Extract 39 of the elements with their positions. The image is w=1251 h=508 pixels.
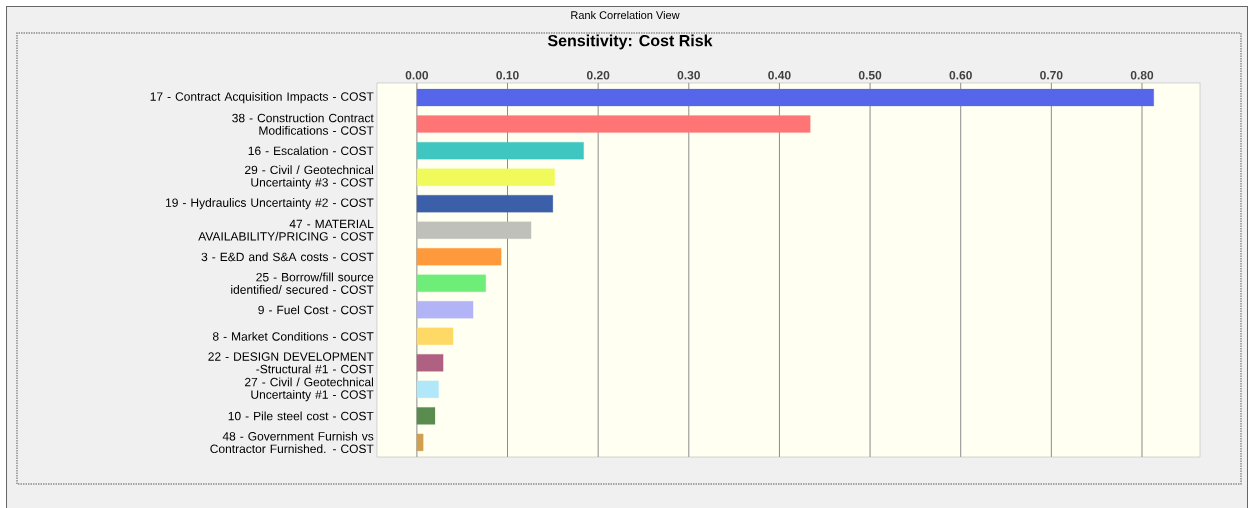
x-tick-label: 0.40: [768, 70, 791, 80]
x-tick-label: 0.60: [949, 70, 972, 80]
y-tick-label: 48 - Government Furnish vs Contractor Furnished. - COST: [210, 431, 374, 454]
bar: [416, 407, 436, 425]
x-tick-label: 0.10: [496, 70, 519, 80]
bar: [416, 168, 555, 186]
y-tick-label: 27 - Civil / Geotechnical Uncertainty #1 - COST: [245, 377, 374, 402]
bar: [416, 354, 444, 372]
bar: [416, 194, 554, 213]
y-tick-label: 29 - Civil / Geotechnical Uncertainty #3 - COST: [245, 165, 374, 189]
bar: [416, 221, 532, 239]
bar: [416, 141, 584, 160]
x-tick-label: 0.70: [1040, 70, 1063, 80]
y-tick-label: 19 - Hydraulics Uncertainty #2 - COST: [165, 198, 374, 210]
x-tick-label: 0.50: [858, 70, 882, 80]
bar: [416, 88, 1154, 107]
chart-title: Sensitivity: Cost Risk: [547, 34, 713, 50]
y-tick-label: 16 - Escalation - COST: [248, 146, 374, 156]
x-tick-label: 0.00: [405, 70, 429, 80]
x-tick-label: 0.20: [586, 70, 610, 80]
y-tick-label: 25 - Borrow/fill source identified/ secured - COST: [231, 272, 374, 294]
bar: [416, 301, 474, 319]
y-tick-label: 9 - Fuel Cost - COST: [258, 305, 374, 315]
bar: [416, 433, 424, 452]
bar: [416, 327, 454, 345]
y-tick-label: 38 - Construction Contract Modifications - COST: [232, 113, 374, 135]
bar: [416, 115, 811, 133]
y-tick-label: 17 - Contract Acquisition Impacts - COST: [150, 92, 374, 104]
x-tick-label: 0.80: [1130, 70, 1154, 80]
bar: [416, 248, 502, 266]
text: Rank Correlation View: [571, 10, 680, 20]
y-tick-label: 47 - MATERIAL AVAILABILITY/PRICING - COST: [198, 219, 374, 241]
x-tick-label: 0.30: [677, 70, 700, 80]
y-tick-label: 22 - DESIGN DEVELOPMENT -Structural #1 - COST: [208, 352, 374, 374]
bar: [416, 274, 486, 292]
bar: [416, 380, 439, 399]
y-tick-label: 3 - E&D and S&A costs - COST: [201, 252, 374, 262]
y-tick-label: 10 - Pile steel cost - COST: [228, 411, 374, 421]
y-tick-label: 8 - Market Conditions - COST: [212, 331, 374, 341]
